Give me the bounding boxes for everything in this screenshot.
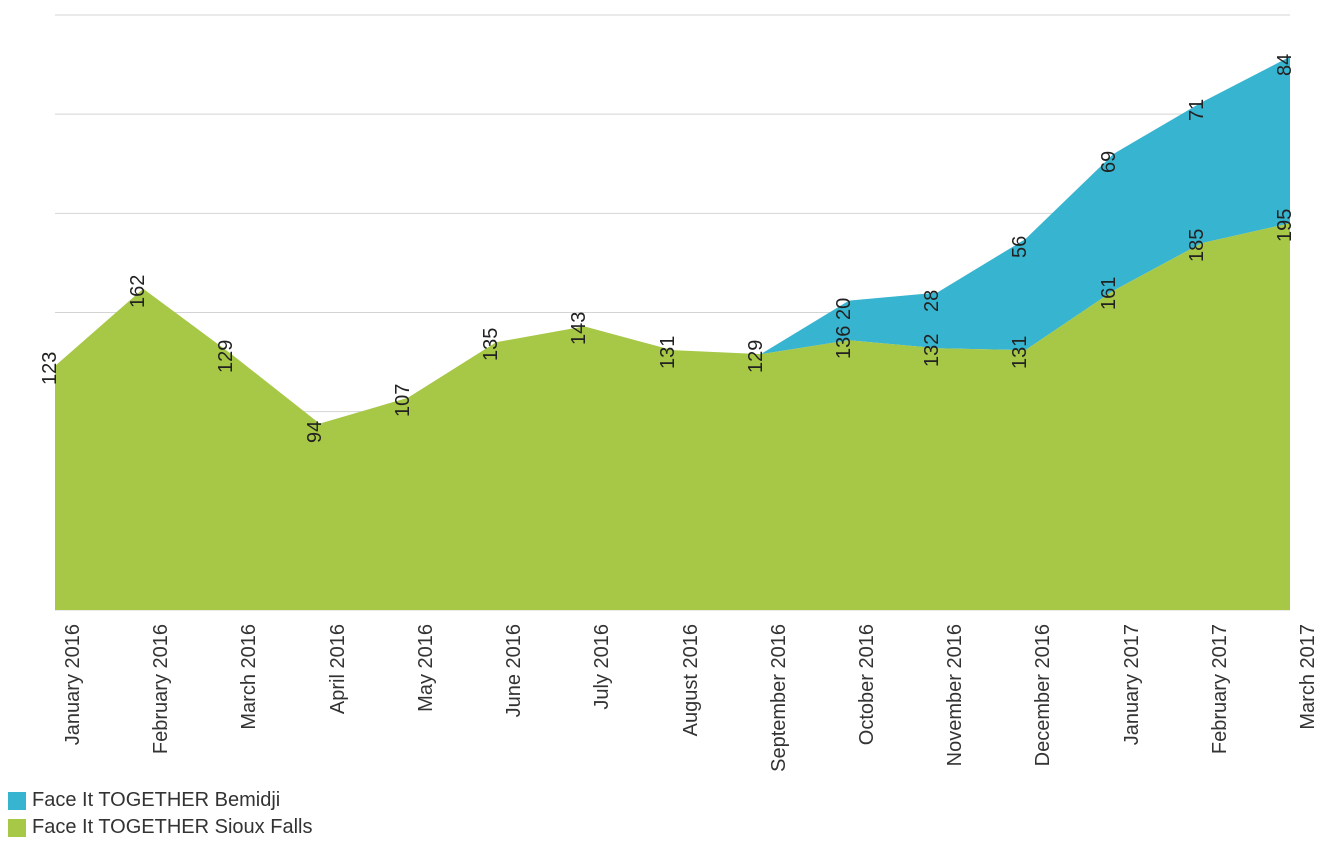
value-label: 56 [1009,236,1032,258]
value-label: 123 [39,352,62,385]
x-axis-label: July 2016 [591,624,614,710]
value-label: 71 [1186,99,1209,121]
value-label: 129 [215,340,238,373]
value-label: 84 [1274,53,1297,75]
x-axis-label: September 2016 [768,624,791,772]
value-label: 162 [127,274,150,307]
x-axis-label: April 2016 [327,624,350,714]
x-axis-label: August 2016 [680,624,703,736]
value-label: 135 [480,328,503,361]
legend-item-sioux-falls: Face It TOGETHER Sioux Falls [8,814,312,841]
x-axis-label: May 2016 [415,624,438,712]
value-label: 20 [833,297,856,319]
value-label: 143 [568,312,591,345]
value-label: 195 [1274,209,1297,242]
x-axis-label: January 2016 [62,624,85,745]
x-axis-label: February 2016 [150,624,173,754]
value-label: 185 [1186,229,1209,262]
value-label: 131 [657,336,680,369]
legend-item-bemidji: Face It TOGETHER Bemidji [8,787,312,814]
value-label: 94 [304,420,327,442]
value-label: 136 [833,326,856,359]
value-label: 129 [745,340,768,373]
value-label: 131 [1009,336,1032,369]
legend-swatch-sioux-falls [8,819,26,837]
x-axis-label: February 2017 [1209,624,1232,754]
x-axis-label: October 2016 [856,624,879,745]
x-axis-label: January 2017 [1121,624,1144,745]
value-label: 28 [921,289,944,311]
legend: Face It TOGETHER Bemidji Face It TOGETHE… [8,787,312,841]
x-axis-label: November 2016 [944,624,967,766]
x-axis-label: March 2017 [1297,624,1320,730]
x-axis-label: June 2016 [503,624,526,717]
legend-label-sioux-falls: Face It TOGETHER Sioux Falls [32,814,312,841]
value-label: 69 [1098,151,1121,173]
value-label: 161 [1098,276,1121,309]
legend-label-bemidji: Face It TOGETHER Bemidji [32,787,280,814]
x-axis-label: March 2016 [238,624,261,730]
stacked-area-chart: January 2016 February 2016 March 2016 April… [0,0,1325,847]
legend-swatch-bemidji [8,792,26,810]
value-label: 107 [392,383,415,416]
value-label: 132 [921,334,944,367]
x-axis-label: December 2016 [1032,624,1055,766]
